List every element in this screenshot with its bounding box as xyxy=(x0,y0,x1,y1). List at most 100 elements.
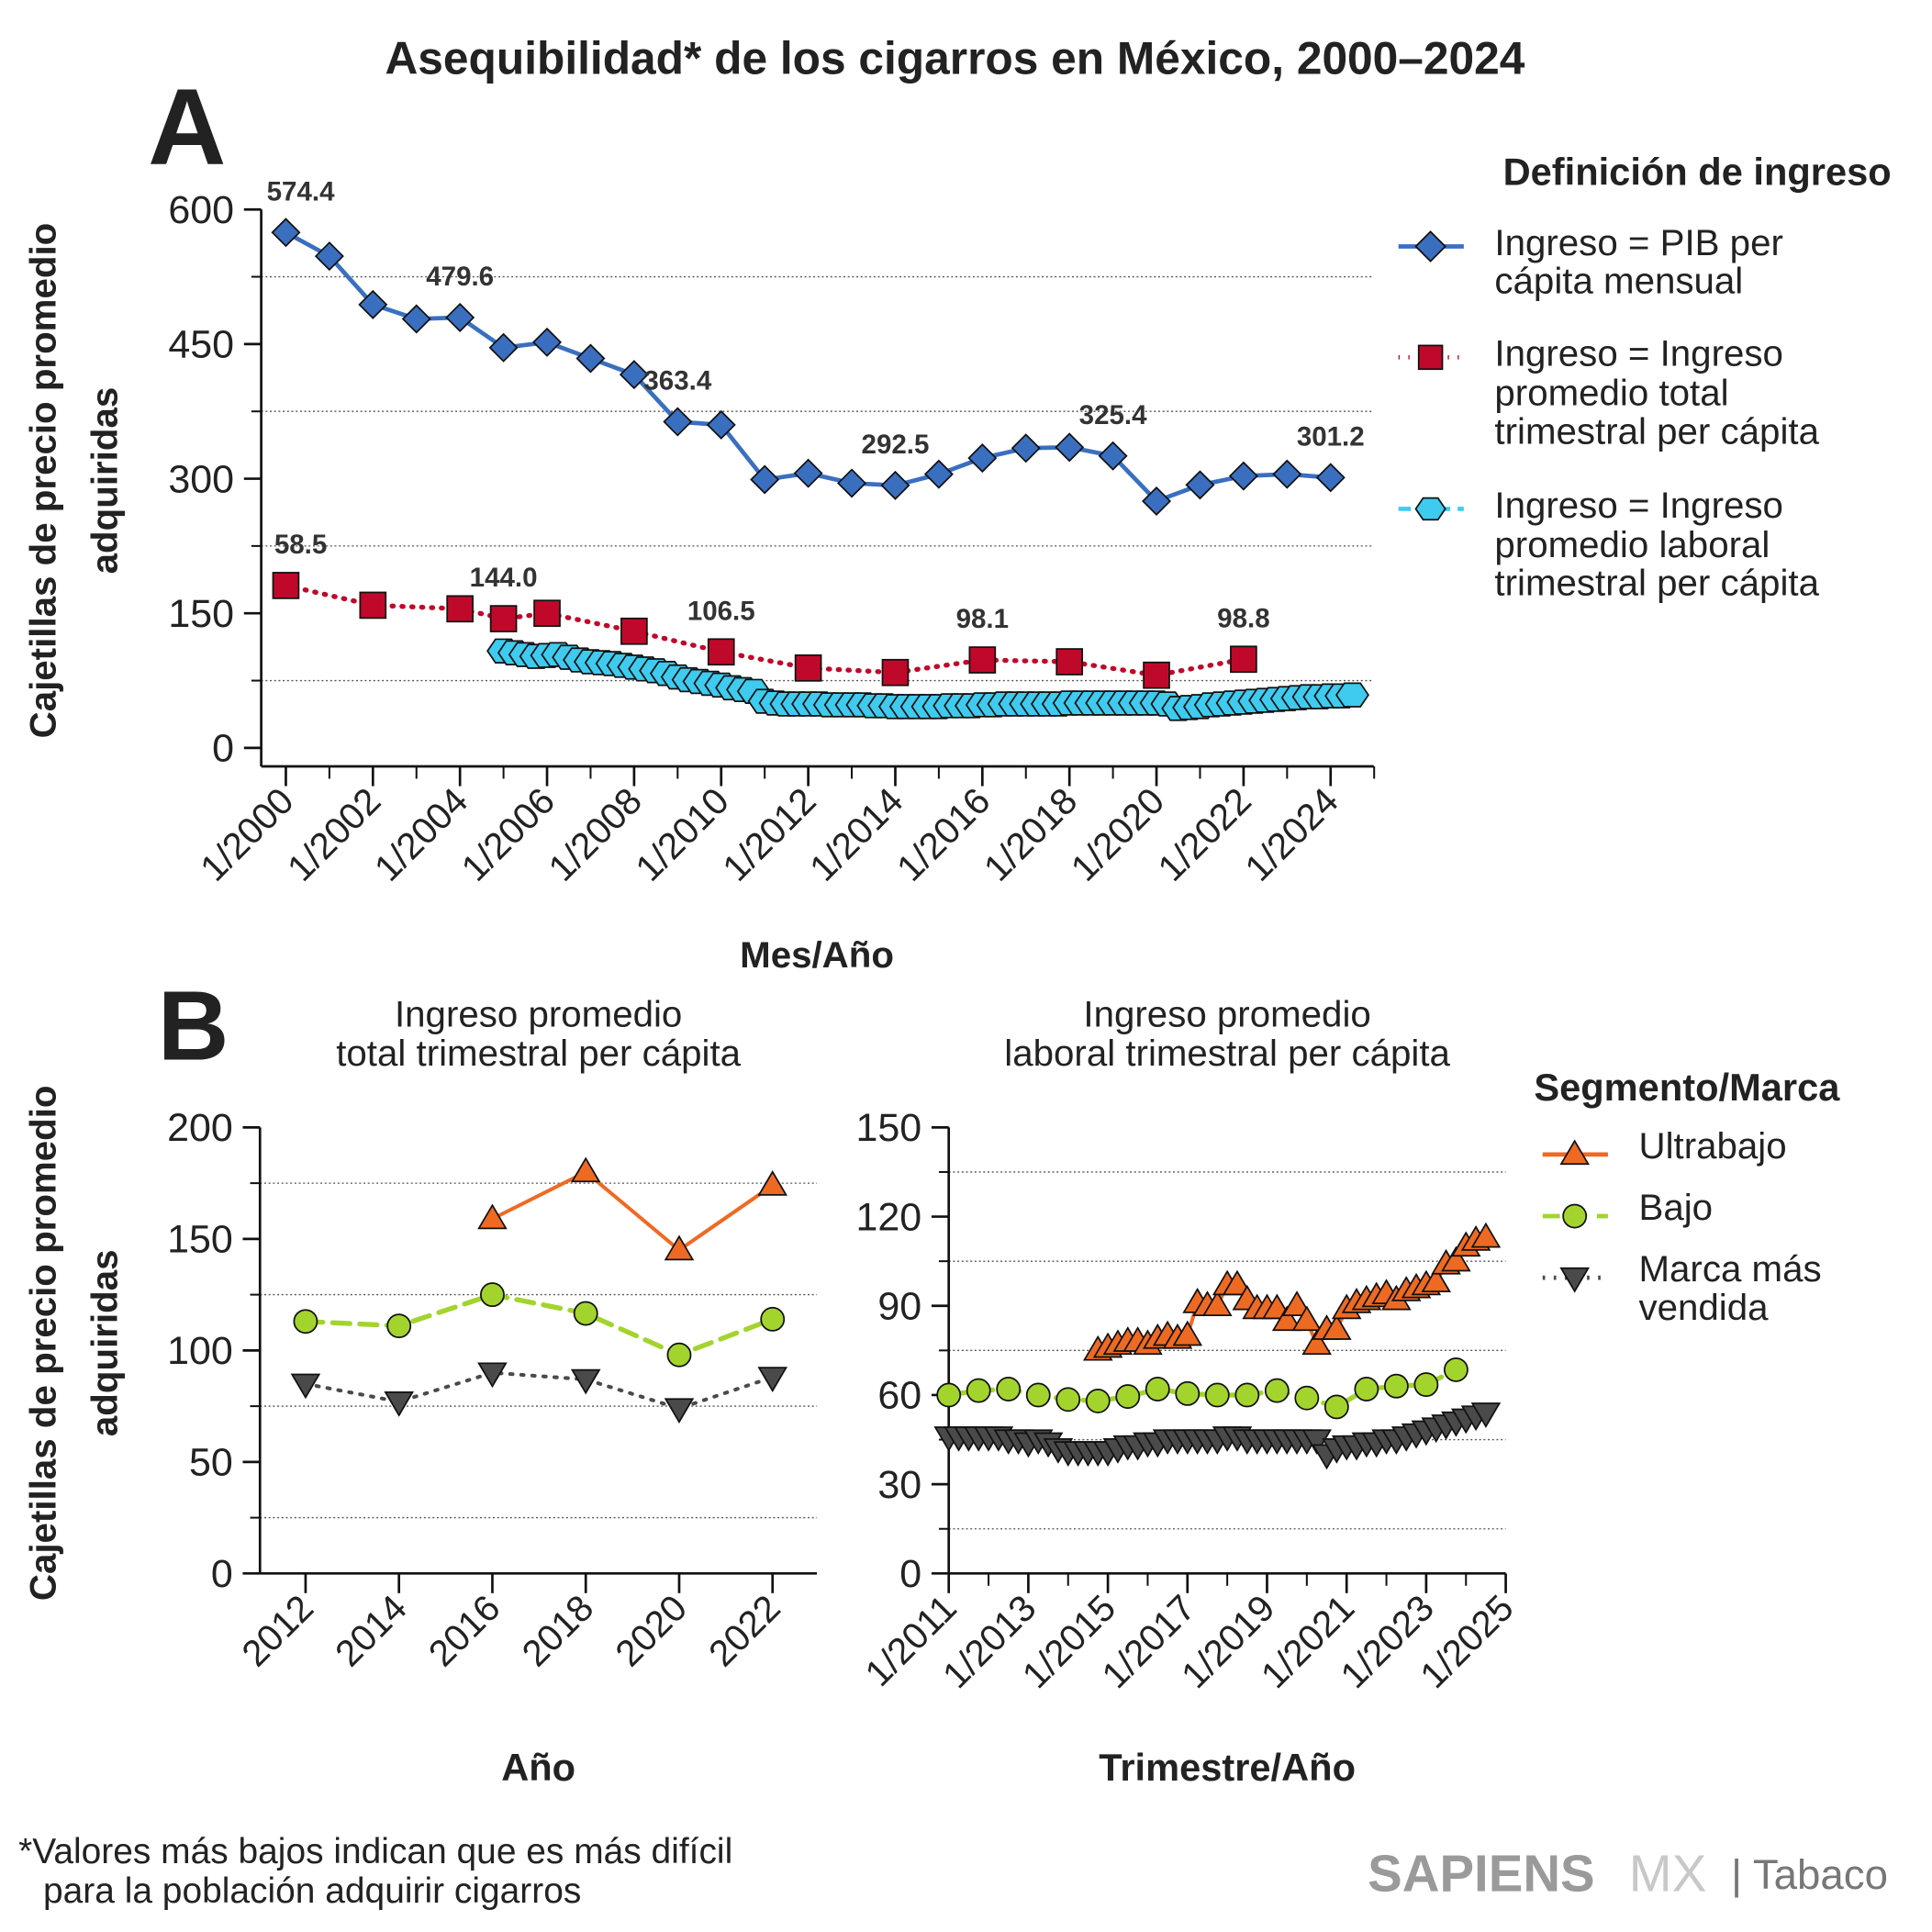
pib-series-point xyxy=(967,443,998,474)
total-series-point xyxy=(881,658,910,687)
ultrabajo-series-point xyxy=(1222,1269,1253,1296)
y-tick-label: 50 xyxy=(189,1441,233,1485)
ultrabajo-series-point xyxy=(1271,1305,1302,1332)
legend-marker xyxy=(1417,344,1444,371)
panel-label-a: A xyxy=(148,67,226,188)
svg-text:SAPIENS: SAPIENS xyxy=(1368,1845,1595,1903)
subplot-title-line1: Ingreso promedio xyxy=(395,993,682,1034)
marca-series-point xyxy=(570,1368,601,1395)
x-tick-label: 1/2022 xyxy=(1150,780,1259,889)
ultrabajo-series-point xyxy=(664,1234,695,1261)
data-label: 58.5 xyxy=(274,530,327,560)
x-tick-label: 1/2018 xyxy=(976,780,1085,889)
y-tick-label: 150 xyxy=(167,1218,233,1262)
legend-label: vendida xyxy=(1638,1287,1769,1328)
pib-series-point xyxy=(1098,441,1128,471)
ylabel-line2: adquiridas xyxy=(84,387,126,575)
data-label: 98.8 xyxy=(1217,603,1269,633)
y-tick-label: 200 xyxy=(167,1106,233,1150)
subplot-xlabel: Trimestre/Año xyxy=(1099,1746,1356,1789)
data-label: 144.0 xyxy=(470,563,538,593)
ultrabajo-series-point xyxy=(1172,1320,1203,1346)
data-label: 106.5 xyxy=(687,596,755,626)
legend-title: Definición de ingreso xyxy=(1503,150,1892,193)
legend-label: Ultrabajo xyxy=(1638,1125,1786,1167)
legend-marker xyxy=(1562,1203,1588,1229)
subplot-title-line2: total trimestral per cápita xyxy=(336,1033,741,1074)
bajo-series-point xyxy=(293,1309,318,1335)
pib-series-point xyxy=(619,360,649,390)
x-tick-label: 1/2008 xyxy=(541,780,650,889)
panel-a-chart: 01503004506001/20001/20021/20041/20061/2… xyxy=(168,176,1376,889)
panel-a-xlabel: Mes/Año xyxy=(740,934,894,976)
x-tick-label: 1/2012 xyxy=(715,780,824,889)
legend-marker xyxy=(1414,230,1446,262)
pib-series-point xyxy=(1185,470,1215,500)
legend-label: Ingreso = Ingreso xyxy=(1494,333,1783,374)
bajo-series-point xyxy=(1294,1385,1320,1411)
pib-series-point xyxy=(445,302,475,332)
x-tick-label: 1/2024 xyxy=(1237,780,1346,889)
legend-label: Marca más xyxy=(1638,1248,1821,1290)
legend-segmento: Segmento/Marca Ultrabajo Bajo Marca más ve… xyxy=(1534,1066,1840,1328)
legend-label: Bajo xyxy=(1638,1187,1713,1228)
total-series-point xyxy=(359,591,387,620)
pib-series-point xyxy=(837,468,867,498)
x-tick-label: 1/2016 xyxy=(889,780,999,889)
y-tick-label: 0 xyxy=(212,727,234,771)
pib-series-point xyxy=(750,464,780,495)
panel-a-ylabel: Cajetillas de precio promedio adquiridas xyxy=(22,223,125,739)
pib-series-point xyxy=(1315,463,1346,493)
ylabel-line1: Cajetillas de precio promedio xyxy=(22,1085,63,1601)
y-tick-label: 600 xyxy=(168,188,234,232)
bajo-series-point xyxy=(1085,1389,1111,1413)
pib-series-point xyxy=(1011,433,1041,463)
pib-series-point xyxy=(706,409,736,440)
bajo-series-point xyxy=(1025,1382,1051,1408)
bajo-series-point xyxy=(480,1282,505,1308)
x-tick-label: 1/2004 xyxy=(366,780,475,889)
ultrabajo-series-point xyxy=(1322,1314,1352,1340)
legend-label: cápita mensual xyxy=(1494,261,1743,302)
total-series-point xyxy=(446,595,475,623)
subplot-title-line2: laboral trimestral per cápita xyxy=(1004,1033,1450,1074)
ylabel-line2: adquiridas xyxy=(84,1249,126,1436)
svg-text:MX: MX xyxy=(1629,1845,1707,1903)
legend-label: trimestral per cápita xyxy=(1494,410,1819,452)
figure-title: Asequibilidad* de los cigarros en México… xyxy=(385,33,1524,84)
bajo-series-point xyxy=(1443,1357,1469,1382)
marca-series-point xyxy=(1301,1429,1332,1456)
y-tick-label: 300 xyxy=(168,457,234,501)
svg-text:| Tabaco: | Tabaco xyxy=(1731,1851,1888,1898)
x-tick-label: 1/2020 xyxy=(1063,780,1172,889)
y-tick-label: 60 xyxy=(877,1374,921,1418)
bajo-series-line xyxy=(946,1367,1459,1410)
pib-series-point xyxy=(401,304,431,334)
pib-series-point xyxy=(1142,486,1172,516)
total-series-point xyxy=(1230,645,1257,674)
ultrabajo-series-point xyxy=(1470,1222,1502,1248)
ylabel-line1: Cajetillas de precio promedio xyxy=(22,223,63,739)
x-tick-label: 2018 xyxy=(514,1587,601,1674)
bajo-series-point xyxy=(666,1342,692,1368)
ultrabajo-series-point xyxy=(1421,1267,1452,1293)
legend-marker xyxy=(1559,1267,1590,1293)
pib-series-point xyxy=(358,289,388,319)
pib-series-point xyxy=(314,241,344,272)
bajo-series-point xyxy=(1145,1377,1170,1402)
marca-series-point xyxy=(477,1362,508,1389)
total-series-point xyxy=(272,572,300,599)
bajo-series-point xyxy=(1115,1384,1141,1409)
y-tick-label: 100 xyxy=(167,1329,233,1373)
x-tick-label: 1/2006 xyxy=(453,780,563,889)
data-label: 363.4 xyxy=(643,366,711,396)
pib-series-point xyxy=(793,458,823,488)
x-tick-label: 1/2010 xyxy=(628,780,737,889)
bajo-series-point xyxy=(1055,1387,1081,1413)
ultrabajo-series-point xyxy=(1202,1290,1233,1316)
legend-label: trimestral per cápita xyxy=(1494,562,1819,603)
legend-label: Ingreso = Ingreso xyxy=(1494,485,1783,526)
bajo-series-point xyxy=(1413,1372,1439,1398)
pib-series-point xyxy=(923,459,954,489)
